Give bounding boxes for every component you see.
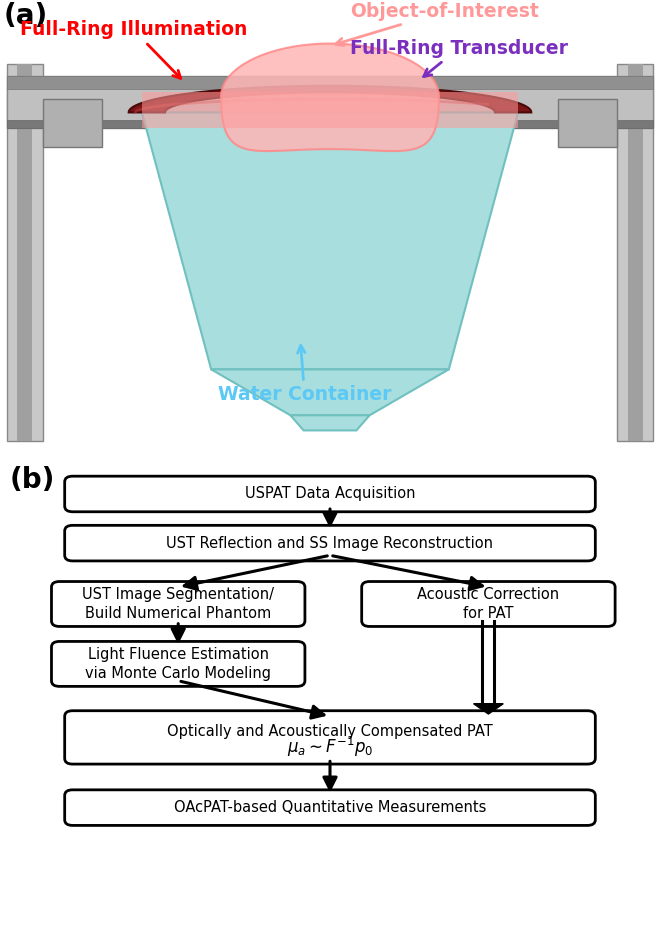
FancyBboxPatch shape	[65, 526, 595, 561]
Text: (a): (a)	[3, 2, 48, 31]
Bar	[18, 64, 32, 440]
Text: Object-of-Interest: Object-of-Interest	[336, 2, 539, 45]
FancyBboxPatch shape	[65, 476, 595, 512]
Bar	[628, 64, 643, 440]
Text: UST Image Segmentation/
Build Numerical Phantom: UST Image Segmentation/ Build Numerical …	[82, 587, 274, 621]
Text: $\mu_a{\sim}F^{-1}p_0$: $\mu_a{\sim}F^{-1}p_0$	[287, 734, 373, 758]
Text: (b): (b)	[10, 466, 55, 494]
FancyBboxPatch shape	[65, 711, 595, 764]
Polygon shape	[129, 86, 531, 112]
Text: Full-Ring Transducer: Full-Ring Transducer	[350, 39, 568, 77]
Text: UST Reflection and SS Image Reconstruction: UST Reflection and SS Image Reconstructi…	[166, 536, 494, 551]
Polygon shape	[474, 704, 503, 714]
Text: USPAT Data Acquisition: USPAT Data Acquisition	[245, 487, 415, 502]
Text: Acoustic Correction
for PAT: Acoustic Correction for PAT	[417, 587, 560, 621]
Bar	[7, 76, 653, 129]
FancyBboxPatch shape	[51, 581, 305, 627]
Bar	[7, 64, 43, 440]
Text: Optically and Acoustically Compensated PAT: Optically and Acoustically Compensated P…	[167, 724, 493, 739]
FancyBboxPatch shape	[51, 641, 305, 686]
FancyBboxPatch shape	[43, 98, 102, 146]
Bar	[7, 121, 653, 129]
Text: Water Container: Water Container	[218, 346, 391, 404]
FancyBboxPatch shape	[558, 98, 617, 146]
Polygon shape	[142, 112, 518, 369]
Polygon shape	[221, 44, 439, 151]
Polygon shape	[142, 92, 518, 129]
Text: Light Fluence Estimation
via Monte Carlo Modeling: Light Fluence Estimation via Monte Carlo…	[85, 646, 271, 681]
Polygon shape	[211, 369, 449, 415]
FancyBboxPatch shape	[65, 790, 595, 825]
FancyBboxPatch shape	[362, 581, 615, 627]
Text: OAcPAT-based Quantitative Measurements: OAcPAT-based Quantitative Measurements	[174, 800, 486, 815]
Polygon shape	[290, 415, 370, 430]
Bar	[617, 64, 653, 440]
Text: Full-Ring Illumination: Full-Ring Illumination	[20, 20, 248, 79]
Bar	[7, 76, 653, 90]
